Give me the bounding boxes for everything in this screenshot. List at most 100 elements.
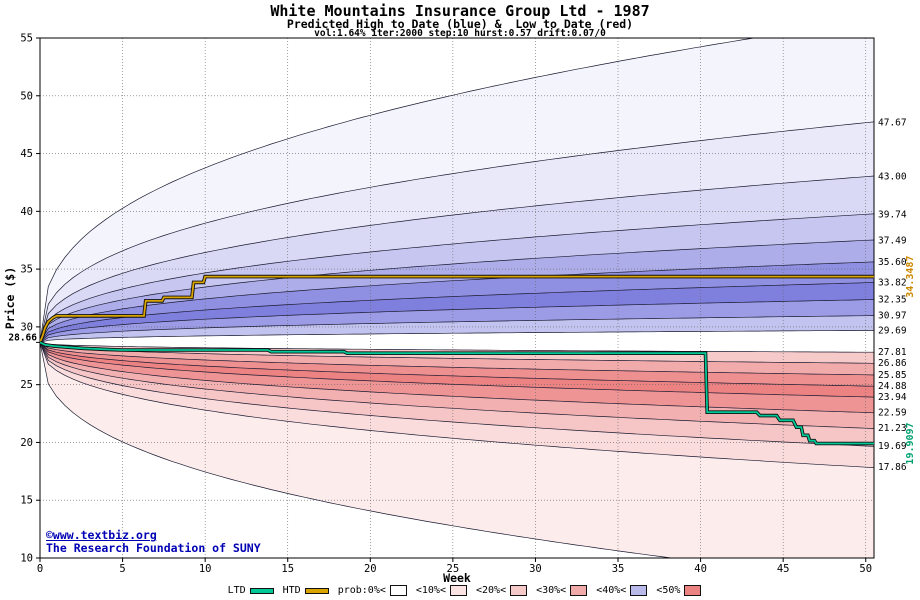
x-tick-label: 45	[777, 563, 790, 575]
legend-label-20: <20%<	[475, 585, 507, 596]
probability-band-low	[40, 342, 874, 387]
legend-swatch-htd	[304, 587, 329, 594]
right-value-label: 21.23	[878, 423, 907, 434]
legend-swatch-prob	[570, 585, 588, 596]
probability-band-low	[40, 342, 874, 468]
legend-swatch-prob	[510, 585, 528, 596]
band-boundary-line	[40, 342, 874, 447]
legend-swatch-prob	[389, 585, 407, 596]
right-value-label: 24.88	[878, 381, 907, 392]
probability-band-high	[40, 299, 874, 343]
legend-label-htd: HTD	[282, 585, 301, 596]
y-axis-title: Price ($)	[3, 267, 17, 329]
chart-legend: LTD HTD prob:0%< <10%< <20%< <30%< <40%< <50%	[0, 585, 920, 596]
ltd-final-value-label: 19.9097	[905, 422, 916, 464]
band-boundary-line	[40, 315, 874, 343]
band-boundary-line	[40, 342, 874, 468]
x-tick-label: 35	[612, 563, 625, 575]
right-value-label: 26.86	[878, 358, 907, 369]
legend-swatch-prob	[449, 585, 467, 596]
probability-band-high	[40, 315, 874, 343]
right-value-label: 27.81	[878, 347, 907, 358]
y-tick-label: 15	[20, 495, 33, 507]
probability-band-low	[40, 342, 874, 398]
band-boundary-line	[40, 121, 874, 343]
band-boundary-line	[40, 213, 874, 343]
band-boundary-line	[40, 342, 874, 429]
x-tick-label: 5	[119, 563, 125, 575]
probability-band-low	[40, 342, 874, 429]
x-tick-label: 0	[37, 563, 43, 575]
band-boundary-line	[40, 342, 874, 398]
probability-band-low	[40, 342, 874, 558]
legend-label-prob0: prob:0%<	[337, 585, 386, 596]
watermark-link[interactable]: ©www.textbiz.org	[46, 528, 157, 542]
band-boundary-line	[40, 299, 874, 343]
x-tick-label: 30	[529, 563, 542, 575]
probability-band-high	[40, 282, 874, 343]
right-value-label: 30.97	[878, 311, 907, 322]
legend-label-10: <10%<	[415, 585, 446, 596]
right-value-label: 37.49	[878, 235, 907, 246]
y-tick-label: 40	[20, 206, 33, 218]
plot-frame	[39, 37, 875, 559]
legend-label-50: <50%	[656, 585, 681, 596]
band-boundary-line	[40, 342, 874, 387]
y-tick-label: 50	[20, 90, 33, 102]
simulation-params: vol:1.64% iter:2000 step:10 hurst:0.57 d…	[314, 28, 606, 39]
htd-line	[40, 275, 874, 343]
band-boundary-line	[40, 342, 874, 364]
band-boundary-line	[40, 342, 675, 558]
band-boundary-line	[40, 342, 874, 414]
band-boundary-line	[40, 175, 874, 343]
y-tick-label: 10	[20, 553, 33, 565]
legend-swatch-ltd	[249, 587, 274, 594]
probability-band-high	[40, 176, 874, 343]
right-value-label: 25.85	[878, 370, 907, 381]
band-boundaries	[40, 38, 874, 558]
trace-lines	[40, 274, 874, 446]
probability-band-low	[40, 342, 874, 413]
probability-band-high	[40, 121, 874, 343]
page-title: White Mountains Insurance Group Ltd - 19…	[270, 2, 650, 20]
legend-label-ltd: LTD	[227, 585, 246, 596]
right-value-label: 29.69	[878, 325, 907, 336]
band-boundary-line	[40, 239, 874, 343]
right-value-label: 19.69	[878, 441, 907, 452]
band-boundary-line	[40, 38, 756, 343]
legend-swatch-prob	[684, 585, 702, 596]
x-tick-label: 20	[364, 563, 377, 575]
probability-band-high	[40, 240, 874, 343]
legend-swatch-prob	[630, 585, 648, 596]
band-boundary-line	[40, 282, 874, 343]
x-tick-label: 50	[859, 563, 872, 575]
band-boundary-line	[40, 342, 874, 376]
legend-label-40: <40%<	[596, 585, 627, 596]
right-value-label: 35.60	[878, 257, 907, 268]
band-boundary-line	[40, 261, 874, 343]
band-boundary-line	[40, 342, 874, 353]
right-value-label: 32.35	[878, 295, 907, 306]
right-value-label: 47.67	[878, 118, 907, 129]
probability-band-high	[40, 261, 874, 343]
right-value-label: 23.94	[878, 392, 907, 403]
right-value-label: 39.74	[878, 209, 907, 220]
y-tick-label: 45	[20, 148, 33, 160]
watermark-org: The Research Foundation of SUNY	[46, 541, 261, 555]
y-tick-label: 30	[20, 321, 33, 333]
band-boundary-line	[40, 330, 874, 343]
right-value-label: 33.82	[878, 278, 907, 289]
x-tick-label: 15	[281, 563, 294, 575]
probability-bands	[40, 38, 874, 558]
x-tick-label: 40	[694, 563, 707, 575]
right-value-label: 22.59	[878, 408, 907, 419]
legend-label-30: <30%<	[536, 585, 567, 596]
y-tick-label: 35	[20, 264, 33, 276]
htd-final-value-label: 34.3487	[905, 256, 916, 298]
probability-band-high	[40, 38, 874, 343]
right-value-label: 17.86	[878, 462, 907, 473]
probability-band-low	[40, 342, 874, 447]
probability-band-high	[40, 213, 874, 343]
